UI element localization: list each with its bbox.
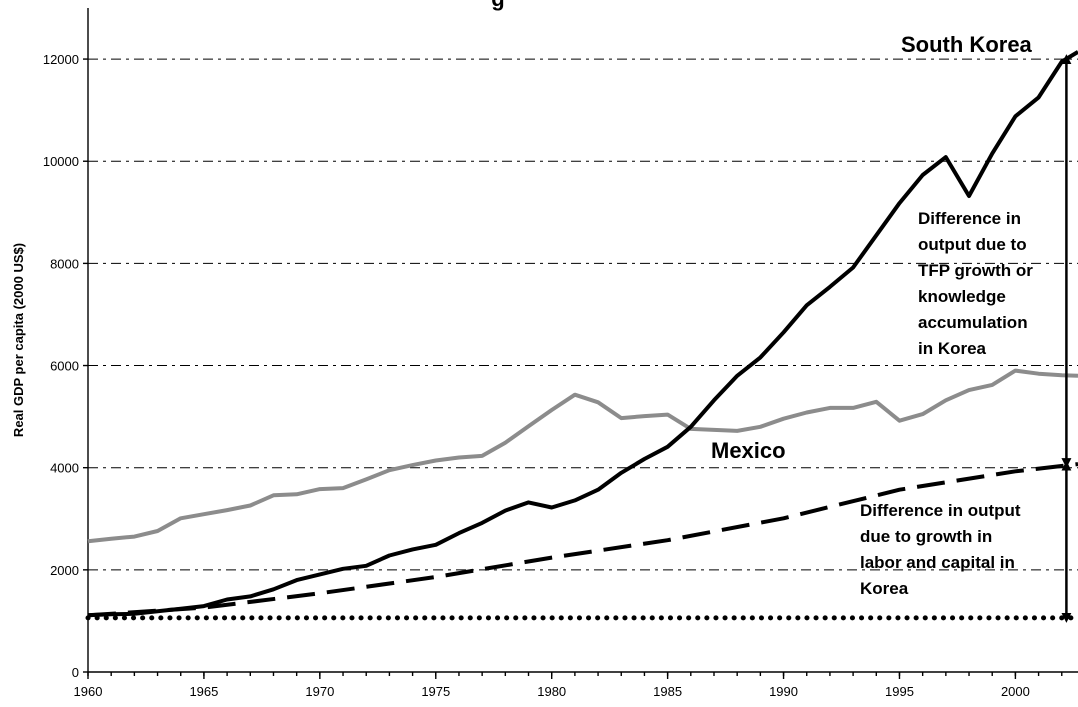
- gridlines: [88, 58, 1078, 571]
- x-tick-label: 1970: [305, 684, 334, 699]
- annotation-labor-line: due to growth in: [860, 527, 992, 546]
- x-tick-label: 1960: [74, 684, 103, 699]
- y-tick-label: 4000: [50, 461, 79, 476]
- y-tick-label: 10000: [43, 154, 79, 169]
- annotation-tfp: Difference in output due to TFP growth o…: [918, 209, 1033, 358]
- x-tick-label: 1980: [537, 684, 566, 699]
- y-axis-label: Real GDP per capita (2000 US$): [11, 243, 26, 437]
- annotation-labor-line: Difference in output: [860, 501, 1021, 520]
- x-tick-label: 1975: [421, 684, 450, 699]
- annotation-labor-line: Korea: [860, 579, 909, 598]
- annotation-tfp-line: accumulation: [918, 313, 1028, 332]
- x-tick-label: 1965: [189, 684, 218, 699]
- annotation-tfp-line: knowledge: [918, 287, 1006, 306]
- y-tick-label: 6000: [50, 359, 79, 374]
- x-ticks: 1960 1965 1970 1975 1980 1985 1990 1995 2000: [74, 672, 1063, 699]
- y-tick-label: 8000: [50, 256, 79, 271]
- annotation-labor-line: labor and capital in: [860, 553, 1015, 572]
- x-tick-label: 1985: [653, 684, 682, 699]
- x-tick-label: 2000: [1001, 684, 1030, 699]
- annotation-tfp-line: Difference in: [918, 209, 1021, 228]
- annotation-labor: Difference in output due to growth in la…: [860, 501, 1021, 598]
- series-labor-capital-path: [87, 462, 1078, 618]
- annotation-tfp-line: output due to: [918, 235, 1027, 254]
- series-label-mexico: Mexico: [711, 438, 786, 463]
- x-tick-label: 1995: [885, 684, 914, 699]
- x-tick-label: 1990: [769, 684, 798, 699]
- y-tick-label: 0: [72, 665, 79, 680]
- series-mexico: [87, 368, 1078, 544]
- series-label-south-korea: South Korea: [901, 32, 1033, 57]
- annotation-tfp-line: TFP growth or: [918, 261, 1033, 280]
- y-tick-label: 2000: [50, 563, 79, 578]
- series-south-korea: [87, 50, 1078, 618]
- chart-title-partial: g: [491, 0, 504, 11]
- series-layer: [85, 50, 1078, 621]
- annotation-tfp-line: in Korea: [918, 339, 987, 358]
- y-tick-label: 12000: [43, 52, 79, 67]
- y-ticks: 0 2000 4000 6000 8000 10000 12000: [43, 52, 88, 680]
